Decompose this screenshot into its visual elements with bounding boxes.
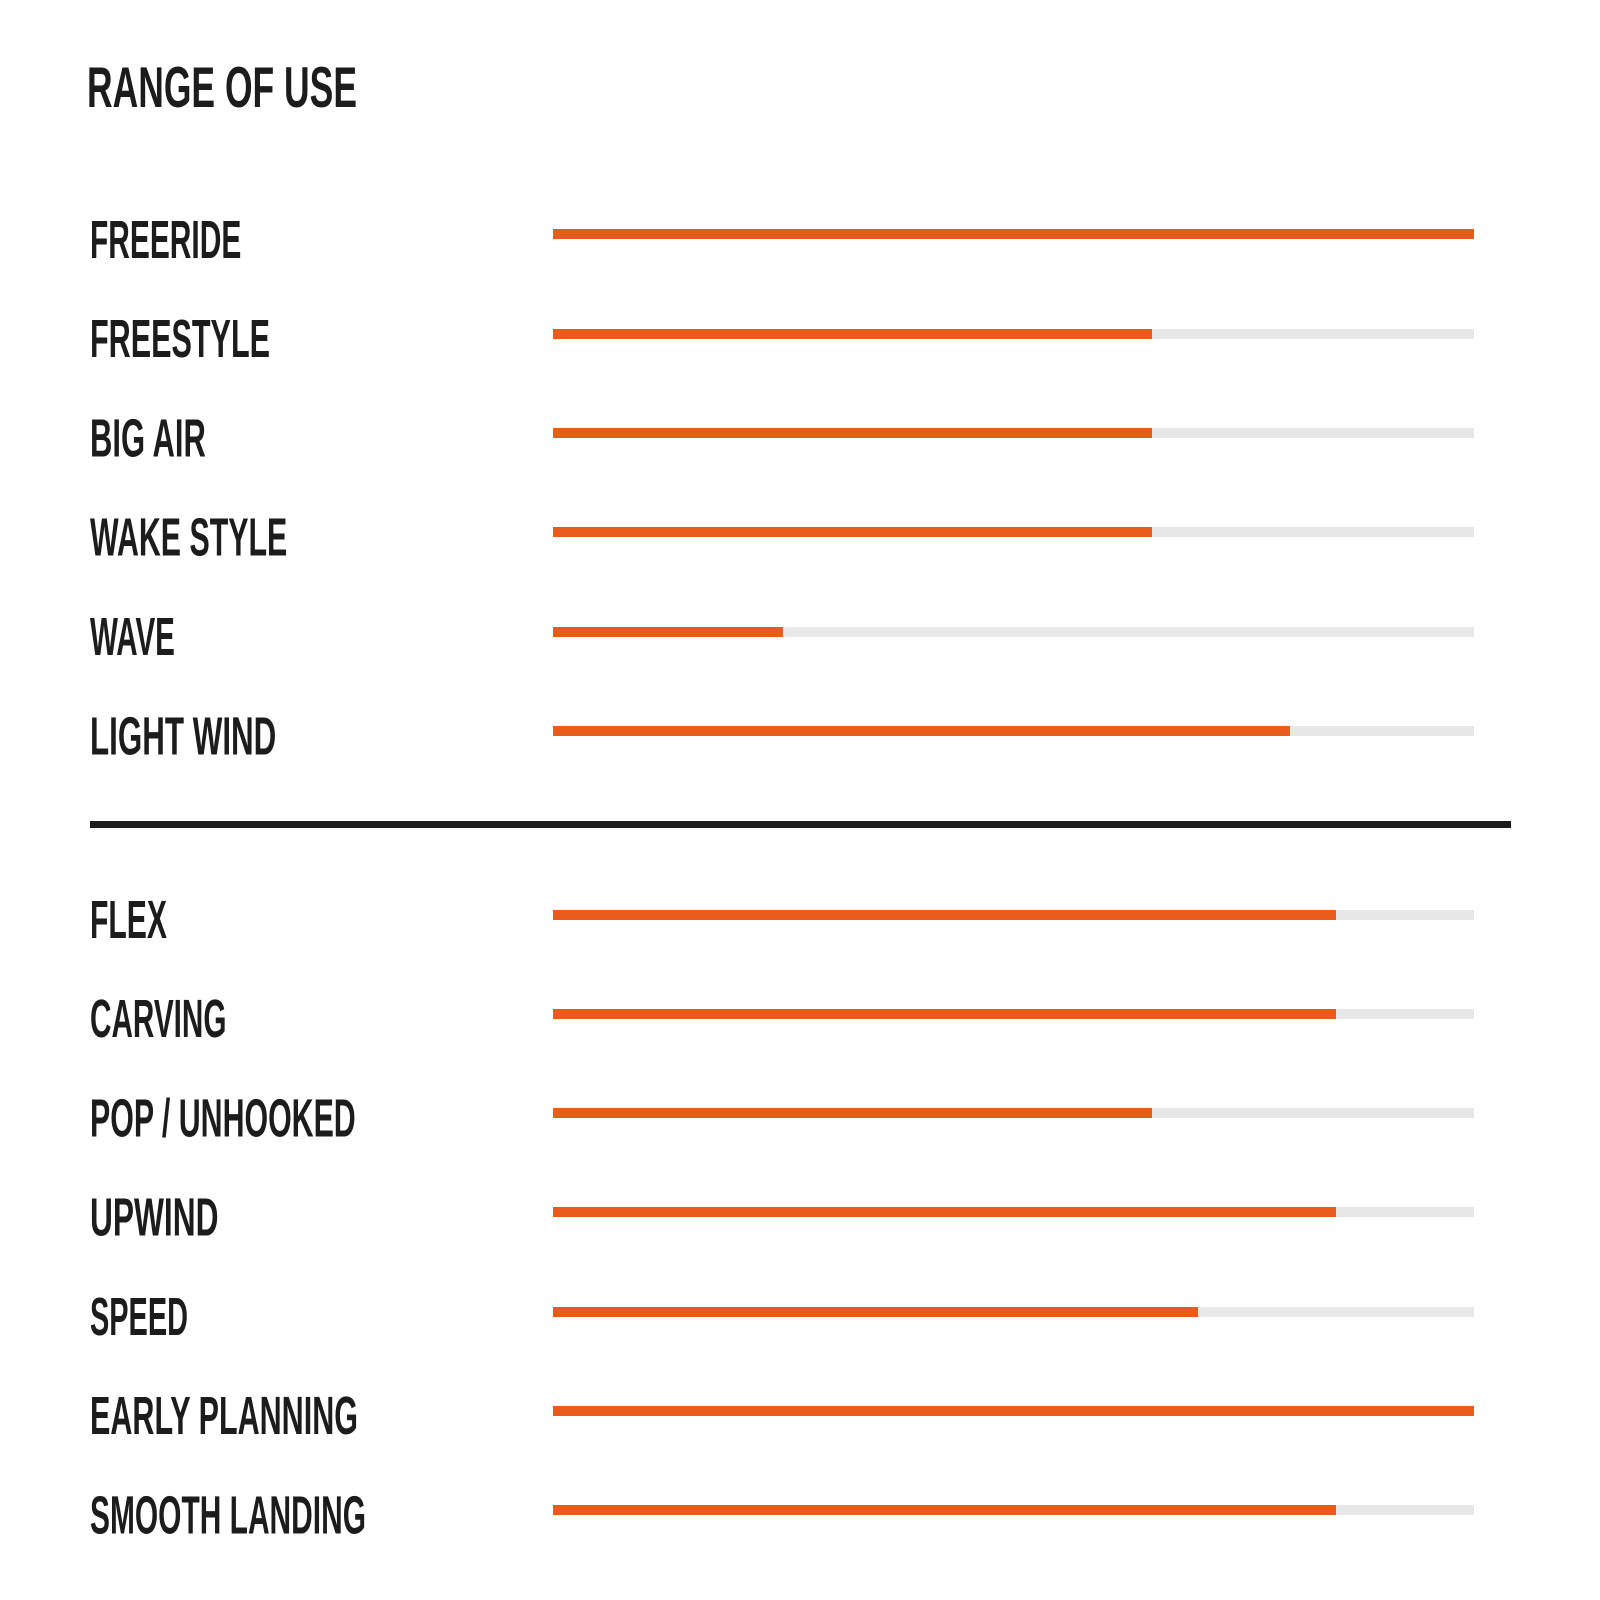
svg-text:BIG AIR: BIG AIR bbox=[90, 408, 206, 468]
svg-text:FLEX: FLEX bbox=[90, 890, 167, 950]
svg-text:LIGHT WIND: LIGHT WIND bbox=[90, 706, 276, 766]
svg-text:EARLY PLANNING: EARLY PLANNING bbox=[90, 1386, 358, 1446]
svg-text:WAKE STYLE: WAKE STYLE bbox=[90, 508, 287, 568]
svg-text:WAVE: WAVE bbox=[90, 607, 175, 667]
svg-text:CARVING: CARVING bbox=[90, 989, 227, 1049]
svg-text:SMOOTH LANDING: SMOOTH LANDING bbox=[90, 1485, 366, 1545]
svg-text:SPEED: SPEED bbox=[90, 1287, 188, 1347]
svg-text:FREESTYLE: FREESTYLE bbox=[90, 309, 270, 369]
svg-text:RANGE OF USE: RANGE OF USE bbox=[87, 56, 357, 120]
svg-text:POP / UNHOOKED: POP / UNHOOKED bbox=[90, 1088, 356, 1148]
svg-text:FREERIDE: FREERIDE bbox=[90, 210, 241, 270]
svg-text:UPWIND: UPWIND bbox=[90, 1188, 219, 1248]
